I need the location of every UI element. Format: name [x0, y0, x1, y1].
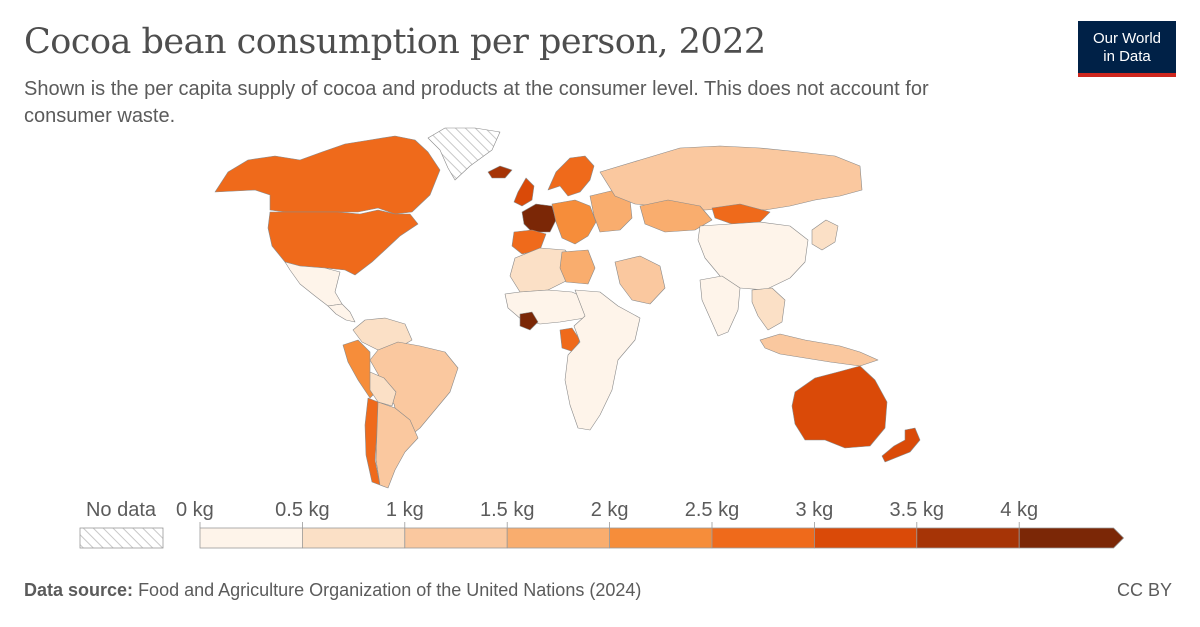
region-new-zealand[interactable] — [881, 427, 921, 463]
legend-tick-label-5: 2.5 kg — [685, 499, 739, 521]
legend-bin-0[interactable] — [199, 527, 303, 549]
region-central-europe[interactable] — [551, 199, 597, 245]
legend-bin-8[interactable] — [1018, 527, 1125, 549]
region-libya[interactable] — [559, 249, 596, 285]
region-uk-ireland[interactable] — [513, 177, 535, 207]
license-link[interactable]: CC BY — [1116, 580, 1172, 600]
region-central-america[interactable] — [327, 303, 356, 323]
region-indonesia[interactable] — [759, 333, 879, 367]
legend-bin-5[interactable] — [711, 527, 815, 549]
region-india[interactable] — [699, 275, 741, 337]
owid-logo[interactable]: Our World in Data — [1078, 21, 1176, 77]
region-arabia[interactable] — [614, 255, 666, 305]
legend-bin-7[interactable] — [916, 527, 1020, 549]
region-southeast-asia[interactable] — [751, 287, 786, 331]
logo-line-1: Our World — [1092, 30, 1162, 47]
chart-title: Cocoa bean consumption per person, 2022 — [24, 22, 766, 62]
region-russia[interactable] — [599, 145, 863, 211]
region-france-benelux[interactable] — [521, 203, 557, 233]
logo-line-2: in Data — [1103, 48, 1151, 65]
legend-tick-label-1: 0.5 kg — [275, 499, 329, 521]
region-greenland[interactable] — [427, 127, 501, 181]
legend-bin-3[interactable] — [506, 527, 611, 549]
logo-accent-bar — [1078, 73, 1176, 77]
region-central-south-africa[interactable] — [564, 289, 641, 431]
data-source-label: Data source: — [24, 580, 134, 600]
legend-no-data-swatch[interactable] — [79, 527, 164, 549]
legend-tick-label-0: 0 kg — [176, 499, 214, 521]
legend-tick-label-4: 2 kg — [591, 499, 629, 521]
legend-tick-label-8: 4 kg — [1000, 499, 1038, 521]
data-source-text: Food and Agriculture Organization of the… — [138, 580, 642, 600]
region-argentina[interactable] — [375, 401, 419, 489]
legend-bin-2[interactable] — [404, 527, 508, 549]
legend: No data 0 kg 0.5 kg 1 kg 1.5 kg 2 kg 2.5 kg 3 k… — [79, 499, 1125, 549]
region-japan-korea[interactable] — [811, 219, 839, 251]
region-cote-divoire[interactable] — [519, 311, 539, 331]
region-china[interactable] — [697, 221, 809, 291]
legend-bin-1[interactable] — [301, 527, 406, 549]
region-canada[interactable] — [214, 135, 441, 215]
region-kazakhstan[interactable] — [639, 199, 713, 233]
chart-subtitle: Shown is the per capita supply of cocoa … — [24, 78, 929, 127]
legend-no-data-label: No data — [86, 499, 157, 521]
legend-tick-label-3: 1.5 kg — [480, 499, 534, 521]
region-scandinavia[interactable] — [547, 155, 595, 197]
legend-tick-label-7: 3.5 kg — [890, 499, 944, 521]
legend-tick-label-2: 1 kg — [386, 499, 424, 521]
data-source: Data source: Food and Agriculture Organi… — [24, 580, 641, 601]
legend-bin-6[interactable] — [814, 527, 918, 549]
legend-bin-4[interactable] — [609, 527, 713, 549]
region-bolivia[interactable] — [369, 371, 397, 407]
region-iceland[interactable] — [487, 165, 513, 179]
region-australia[interactable] — [791, 365, 888, 449]
legend-tick-label-6: 3 kg — [795, 499, 833, 521]
